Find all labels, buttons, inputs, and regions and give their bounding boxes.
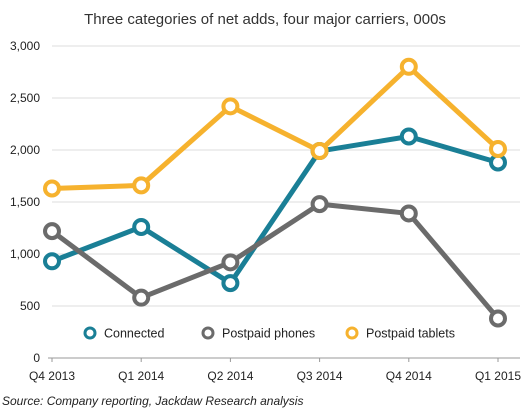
data-point <box>43 252 61 271</box>
legend-marker <box>345 326 359 340</box>
legend-label: Connected <box>104 327 165 341</box>
x-tick-label: Q2 2014 <box>207 369 253 383</box>
x-tick-label: Q3 2014 <box>297 369 343 383</box>
y-tick-label: 2,000 <box>10 143 40 157</box>
series-postpaid-tablets <box>43 57 507 198</box>
series-line <box>49 64 501 191</box>
y-tick-label: 1,500 <box>10 195 40 209</box>
data-point <box>399 204 418 223</box>
legend: Connected Postpaid phones Postpaid tablets <box>83 326 455 341</box>
gridlines <box>52 45 520 307</box>
y-tick-label: 2,500 <box>10 91 40 105</box>
legend-marker <box>201 326 215 340</box>
legend-item: Postpaid tablets <box>345 326 455 341</box>
y-tick-label: 500 <box>20 299 40 313</box>
series-line <box>49 133 501 286</box>
data-point <box>310 142 329 161</box>
x-axis-ticks: Q4 2013 Q1 2014 Q2 2014 Q3 2014 Q4 2014 Q1 20… <box>29 358 521 383</box>
legend-label: Postpaid tablets <box>366 327 455 341</box>
source-note: Source: Company reporting, Jackdaw Resea… <box>2 394 303 408</box>
x-tick-label: Q1 2015 <box>475 369 521 383</box>
x-tick-label: Q4 2014 <box>386 369 432 383</box>
legend-item: Postpaid phones <box>201 326 315 341</box>
data-point <box>489 309 507 328</box>
data-point <box>310 195 329 214</box>
data-point <box>43 222 61 241</box>
data-point <box>399 57 418 76</box>
data-point <box>221 97 240 116</box>
series-postpaid-phones <box>43 195 507 328</box>
data-point <box>132 176 151 195</box>
y-axis-ticks: 0 500 1,000 1,500 2,000 2,500 3,000 <box>10 39 40 365</box>
x-tick-label: Q1 2014 <box>118 369 164 383</box>
data-point <box>221 274 240 293</box>
y-tick-label: 3,000 <box>10 39 40 53</box>
legend-item: Connected <box>83 326 165 341</box>
data-point <box>221 253 240 272</box>
y-tick-label: 0 <box>33 351 40 365</box>
data-point <box>43 179 61 198</box>
x-tick-label: Q4 2013 <box>29 369 75 383</box>
chart-title: Three categories of net adds, four major… <box>84 11 446 28</box>
data-point <box>489 139 507 158</box>
series-layer <box>43 57 507 328</box>
legend-label: Postpaid phones <box>222 327 315 341</box>
data-point <box>399 127 418 146</box>
y-tick-label: 1,000 <box>10 247 40 261</box>
legend-marker <box>83 326 97 340</box>
data-point <box>132 288 151 307</box>
series-line <box>49 201 501 321</box>
series-connected <box>43 127 507 293</box>
data-point <box>132 217 151 236</box>
